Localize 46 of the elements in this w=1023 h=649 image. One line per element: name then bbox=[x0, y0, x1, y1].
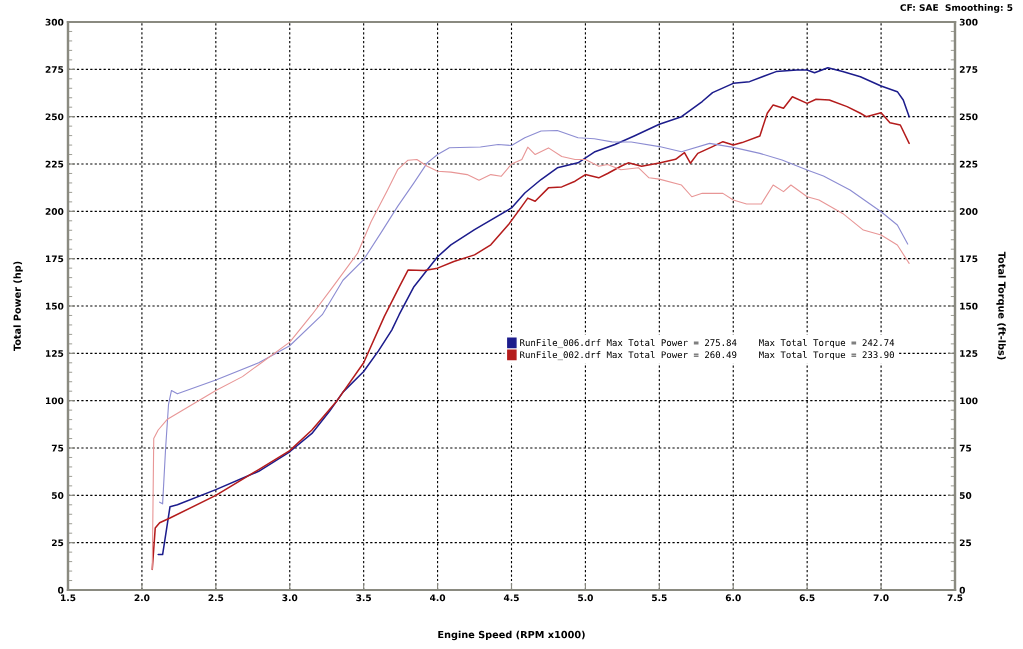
x-tick-label: 6.0 bbox=[725, 594, 741, 602]
x-tick-label: 4.0 bbox=[429, 594, 446, 602]
y2-tick-label: 50 bbox=[959, 492, 972, 499]
x-tick-label: 1.5 bbox=[61, 594, 76, 602]
y-tick-label: 275 bbox=[45, 66, 64, 73]
y2-tick-label: 225 bbox=[959, 160, 978, 168]
x-tick-label: 5.0 bbox=[578, 594, 593, 602]
y-tick-label: 200 bbox=[45, 208, 64, 215]
x-tick-label: 2.0 bbox=[134, 594, 150, 602]
x-tick-label: 6.5 bbox=[799, 594, 815, 602]
x-tick-label: 7.5 bbox=[947, 594, 963, 602]
y2-tick-label: 300 bbox=[959, 18, 978, 26]
line-series bbox=[159, 129, 909, 505]
y2-tick-label: 75 bbox=[959, 444, 972, 452]
legend-label: RunFile_002.drf Max Total Power = 260.49 Max Total Torque = 233.90 bbox=[520, 351, 894, 361]
y-tick-label: 150 bbox=[46, 302, 64, 310]
x-tick-label: 3.5 bbox=[356, 594, 372, 602]
y2-tick-label: 25 bbox=[959, 539, 972, 547]
x-tick-label: 3.0 bbox=[282, 594, 298, 602]
x-axis-title: Engine Speed (RPM x1000) bbox=[438, 630, 585, 641]
y2-axis-title: Total Torque (ft-lbs) bbox=[996, 251, 1006, 360]
y-tick-label: 175 bbox=[46, 255, 64, 263]
y2-tick-label: 200 bbox=[959, 208, 978, 215]
y2-tick-label: 125 bbox=[960, 350, 978, 357]
y-tick-label: 225 bbox=[45, 160, 64, 168]
y2-tick-label: 175 bbox=[960, 255, 978, 263]
x-tick-label: 5.5 bbox=[652, 594, 667, 602]
y-tick-label: 75 bbox=[51, 444, 64, 452]
y2-tick-label: 275 bbox=[959, 66, 978, 73]
y-tick-label: 250 bbox=[45, 113, 64, 121]
y-tick-label: 300 bbox=[45, 18, 64, 26]
y2-tick-label: 250 bbox=[959, 113, 978, 121]
y-tick-label: 125 bbox=[46, 350, 64, 357]
y-tick-label: 25 bbox=[51, 539, 64, 547]
x-tick-label: 2.5 bbox=[208, 594, 224, 602]
y-tick-label: 50 bbox=[51, 492, 64, 499]
y2-tick-label: 150 bbox=[960, 302, 978, 310]
y-tick-label: 100 bbox=[46, 397, 64, 405]
x-tick-label: 7.0 bbox=[873, 594, 889, 602]
y-axis-title: Total Power (hp) bbox=[13, 261, 23, 352]
x-tick-label: 4.5 bbox=[503, 594, 519, 602]
y2-tick-label: 100 bbox=[960, 397, 978, 405]
y2-tick-label: 0 bbox=[959, 586, 966, 594]
text: CF: SAE Smoothing: 5 bbox=[900, 4, 1013, 13]
legend-label: RunFile_006.drf Max Total Power = 275.84 Max Total Torque = 242.74 bbox=[520, 339, 895, 349]
y-tick-label: 0 bbox=[57, 586, 64, 594]
